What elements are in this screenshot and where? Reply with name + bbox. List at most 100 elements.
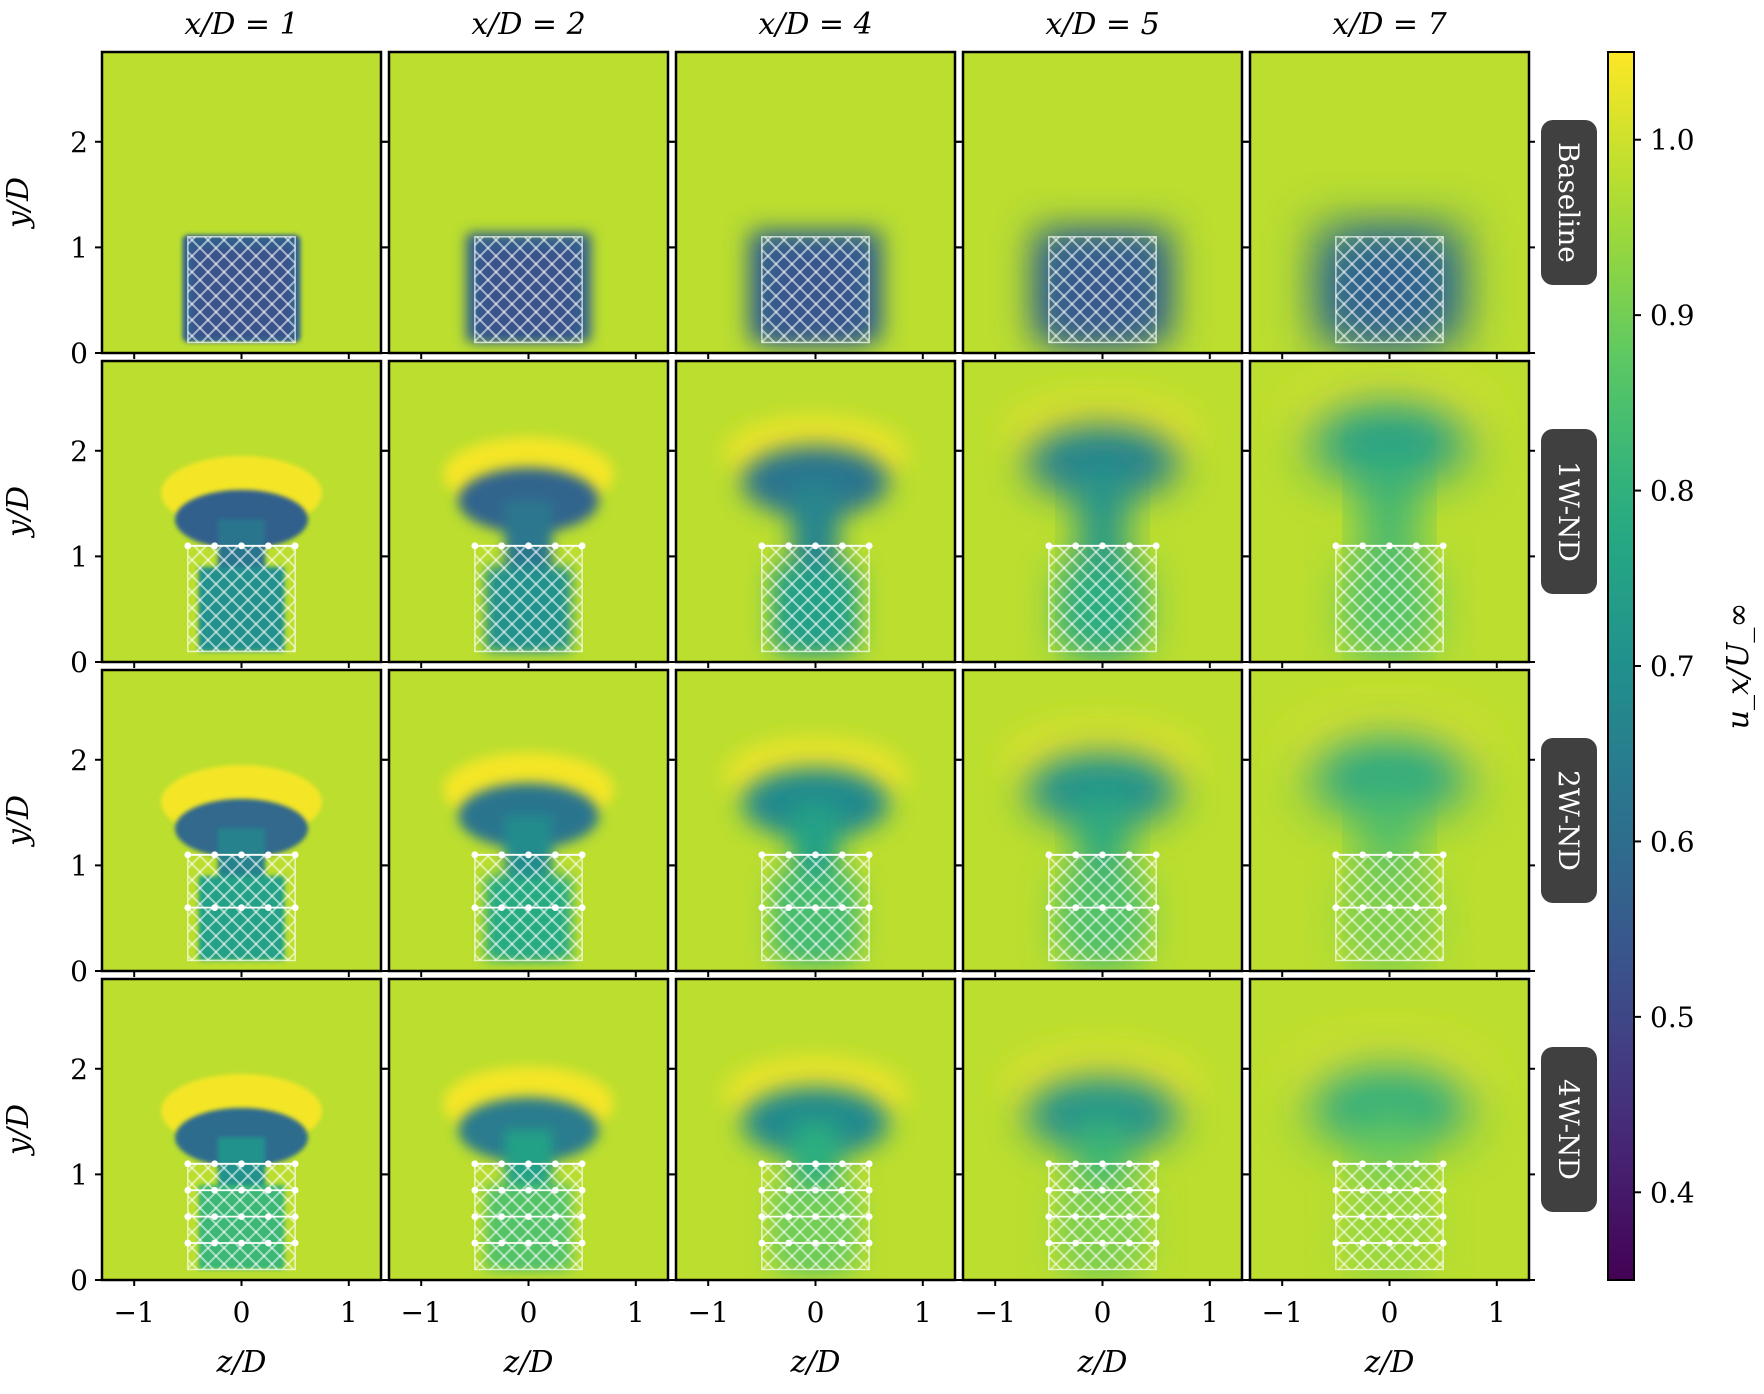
wire-node bbox=[291, 542, 299, 550]
wire-node bbox=[1332, 904, 1340, 912]
x-tick-label: 1 bbox=[1201, 1296, 1219, 1329]
panel bbox=[382, 359, 674, 668]
wire-node bbox=[785, 1186, 793, 1194]
wire-node bbox=[1072, 851, 1080, 859]
panel bbox=[1243, 977, 1535, 1286]
x-tick-label: −1 bbox=[975, 1296, 1016, 1329]
wire-node bbox=[1045, 1160, 1053, 1168]
wire-node bbox=[471, 851, 479, 859]
wire-node bbox=[1359, 851, 1367, 859]
wire-node bbox=[758, 1160, 766, 1168]
wire-node bbox=[785, 1160, 793, 1168]
colorbar-tick-label: 0.8 bbox=[1650, 475, 1695, 508]
wire-node bbox=[471, 1160, 479, 1168]
panel-grid bbox=[95, 50, 1535, 1286]
wire-node bbox=[525, 851, 532, 859]
y-tick-label: 0 bbox=[70, 1264, 88, 1297]
screen-region bbox=[761, 236, 870, 344]
wire-node bbox=[498, 1186, 506, 1194]
wire-node bbox=[1045, 904, 1053, 912]
axis-labels: 0 1 2 y/D 0 1 2 y/D 0 1 2 y/D 0 1 2 y/D −1 0 1 z/D −1 0 1 z/D −1… bbox=[1, 126, 1506, 1380]
wire-node bbox=[264, 1239, 272, 1247]
wire-node bbox=[838, 1186, 846, 1194]
wire-node bbox=[1386, 1213, 1393, 1221]
wire-node bbox=[1152, 1160, 1160, 1168]
colorbar-tick-label: 0.7 bbox=[1650, 650, 1695, 683]
column-titles: x/D = 1 x/D = 2 x/D = 4 x/D = 5 x/D = 7 bbox=[184, 7, 1447, 42]
wire-node bbox=[758, 904, 766, 912]
wire-node bbox=[1125, 904, 1133, 912]
wire-node bbox=[525, 904, 532, 912]
wire-node bbox=[1045, 1213, 1053, 1221]
wire-node bbox=[865, 1186, 873, 1194]
wire-node bbox=[1386, 1239, 1393, 1247]
row-tag: 4W-ND bbox=[1541, 1047, 1597, 1212]
wire-node bbox=[1332, 1186, 1340, 1194]
panel bbox=[956, 50, 1248, 359]
wire-node bbox=[1386, 851, 1393, 859]
wire-node bbox=[1386, 1186, 1393, 1194]
wire-node bbox=[525, 1213, 532, 1221]
wire-node bbox=[1045, 542, 1053, 550]
wire-node bbox=[758, 1213, 766, 1221]
wire-node bbox=[785, 1213, 793, 1221]
wire-node bbox=[1332, 1239, 1340, 1247]
wire-node bbox=[291, 1239, 299, 1247]
wire-node bbox=[865, 904, 873, 912]
wire-node bbox=[785, 1239, 793, 1247]
wire-node bbox=[264, 1213, 272, 1221]
wire-node bbox=[238, 1160, 245, 1168]
x-tick-label: 0 bbox=[807, 1296, 825, 1329]
panel bbox=[956, 359, 1248, 668]
x-tick-label: 0 bbox=[1094, 1296, 1112, 1329]
y-axis-label: y/D bbox=[1, 177, 36, 230]
wire-node bbox=[1439, 1160, 1447, 1168]
wire-node bbox=[1412, 1239, 1420, 1247]
panel bbox=[95, 359, 387, 668]
wire-node bbox=[1072, 542, 1080, 550]
row-tag: 2W-ND bbox=[1541, 738, 1597, 903]
wire-node bbox=[1359, 542, 1367, 550]
wire-node bbox=[498, 851, 506, 859]
row-tag-label: Baseline bbox=[1552, 142, 1585, 263]
wire-node bbox=[1332, 1160, 1340, 1168]
y-tick-label: 2 bbox=[70, 435, 88, 468]
wire-node bbox=[838, 1239, 846, 1247]
screen-region bbox=[1335, 545, 1444, 653]
row-tag-background bbox=[1541, 429, 1597, 594]
wire-node bbox=[551, 851, 559, 859]
wire-node bbox=[1099, 1213, 1106, 1221]
y-tick-label: 2 bbox=[70, 744, 88, 777]
panel bbox=[95, 50, 387, 359]
x-axis-label: z/D bbox=[1364, 1345, 1415, 1380]
wire-node bbox=[812, 542, 819, 550]
wire-node bbox=[1359, 904, 1367, 912]
colorbar-tick-label: 0.4 bbox=[1650, 1176, 1695, 1209]
wire-node bbox=[1125, 542, 1133, 550]
wire-node bbox=[1412, 1213, 1420, 1221]
wire-node bbox=[238, 904, 245, 912]
wire-node bbox=[1386, 1160, 1393, 1168]
wire-node bbox=[1412, 1186, 1420, 1194]
wire-node bbox=[211, 1213, 219, 1221]
wire-node bbox=[525, 1160, 532, 1168]
colorbar-label: u_x/U_∞ bbox=[1721, 603, 1756, 730]
wire-node bbox=[471, 542, 479, 550]
y-tick-label: 1 bbox=[70, 849, 88, 882]
wire-node bbox=[471, 1239, 479, 1247]
wire-node bbox=[551, 1186, 559, 1194]
panel bbox=[1243, 668, 1535, 977]
panel bbox=[95, 977, 387, 1286]
wire-node bbox=[291, 851, 299, 859]
y-axis-label: y/D bbox=[1, 1104, 36, 1157]
wire-node bbox=[758, 851, 766, 859]
wire-node bbox=[551, 1213, 559, 1221]
wire-node bbox=[758, 542, 766, 550]
wire-node bbox=[1439, 542, 1447, 550]
wire-node bbox=[838, 851, 846, 859]
wire-node bbox=[865, 1213, 873, 1221]
row-tag: Baseline bbox=[1541, 120, 1597, 285]
y-tick-label: 2 bbox=[70, 126, 88, 159]
wire-node bbox=[578, 1160, 586, 1168]
